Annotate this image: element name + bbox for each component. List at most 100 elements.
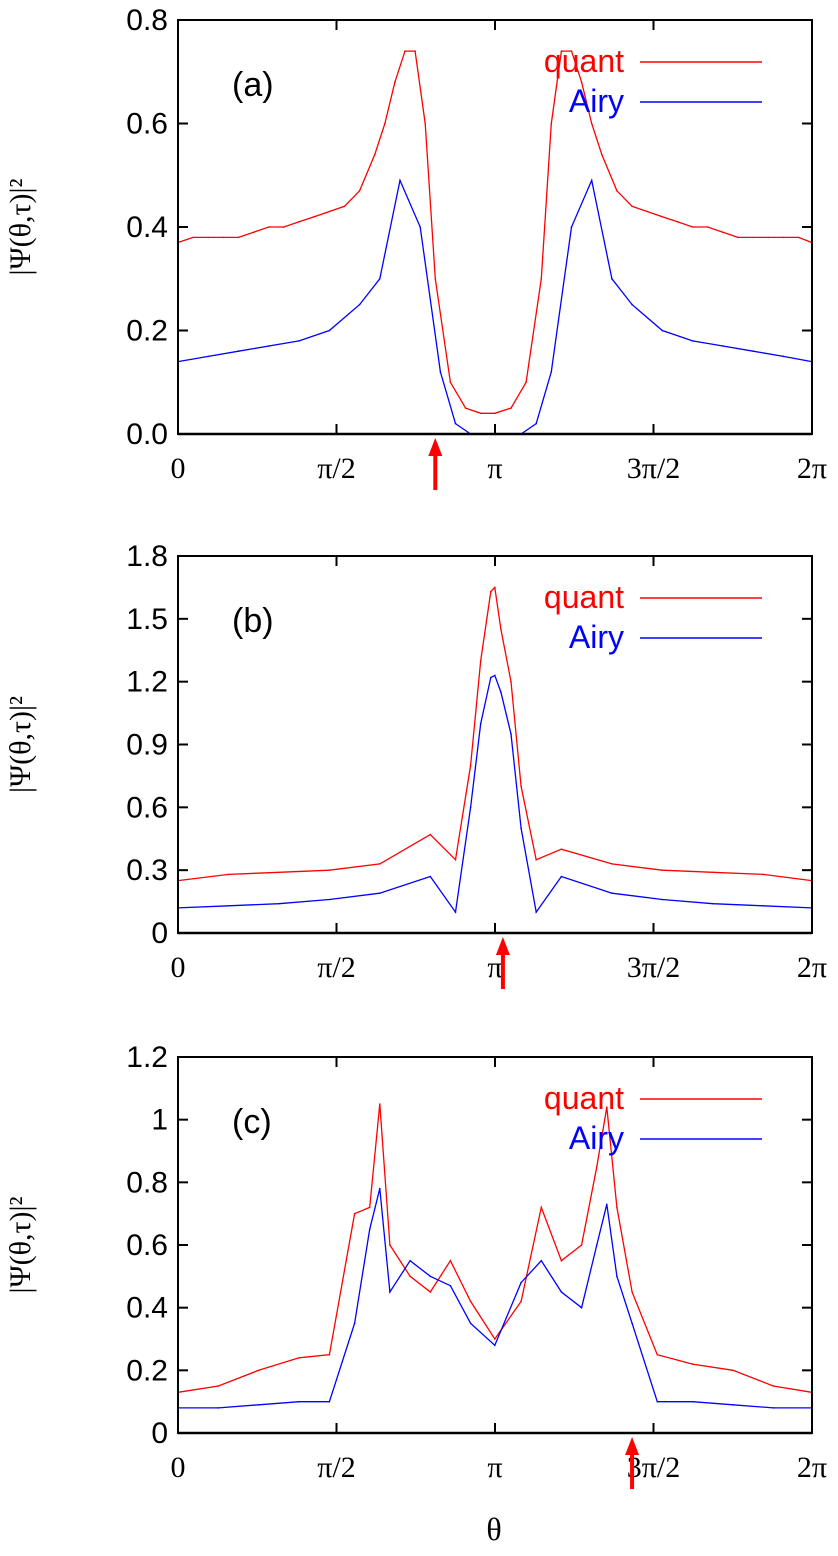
y-tick-label: 0 [151, 917, 168, 950]
data-point [706, 226, 709, 228]
data-point [494, 586, 496, 589]
panel-label: (c) [232, 1103, 272, 1141]
arrow-head [625, 1437, 640, 1455]
x-axis-label: θ [486, 1511, 501, 1547]
data-point [500, 628, 502, 631]
y-tick-label: 0.8 [126, 4, 168, 37]
y-tick-label: 1.8 [126, 540, 168, 573]
data-point [343, 205, 346, 208]
y-tick-label: 0.6 [126, 791, 168, 824]
legend-label-airy: Airy [569, 619, 624, 655]
y-tick-label: 1.2 [126, 666, 168, 699]
data-point [737, 236, 739, 239]
data-point [560, 848, 563, 850]
data-point [192, 236, 194, 239]
data-point [560, 1259, 563, 1262]
data-point [631, 303, 633, 306]
y-tick-label: 0.6 [126, 108, 168, 141]
data-point [772, 1407, 775, 1409]
data-point [596, 1165, 598, 1168]
data-point [328, 329, 331, 332]
data-point [580, 81, 583, 83]
data-point [797, 236, 800, 239]
legend-label-airy: Airy [569, 1120, 624, 1156]
chart-panel-c: 0 π/2 π 3π/2 2π 0 0.2 0.4 0.6 0.8 1 1.2 |Ψ(θ,τ)|² (c)… [4, 1041, 827, 1489]
data-point [494, 412, 496, 415]
data-point [722, 345, 724, 347]
data-point [283, 226, 285, 228]
data-point [429, 875, 432, 878]
data-point [399, 179, 401, 182]
data-point [490, 676, 492, 679]
panel-label: (a) [232, 66, 274, 104]
data-point [490, 590, 492, 593]
chart-panel-a: 0 π/2 π 3π/2 2π 0.0 0.2 0.4 0.6 0.8 |Ψ(θ,τ)|² (a) qu… [4, 4, 827, 490]
y-tick-label: 1.2 [126, 1041, 168, 1074]
data-point [217, 1407, 220, 1409]
data-point [631, 1322, 633, 1325]
plot-frame [177, 1056, 813, 1434]
x-tick-label: 3π/2 [627, 951, 680, 984]
data-point [762, 905, 764, 907]
data-point [535, 858, 537, 861]
data-point [520, 827, 522, 830]
data-point [379, 1103, 381, 1105]
panel-label: (b) [232, 602, 274, 640]
data-point [535, 911, 537, 913]
data-point [661, 215, 664, 218]
x-tick-label: π/2 [317, 1451, 355, 1484]
y-tick-label: 0.9 [126, 729, 168, 762]
data-point [404, 50, 406, 52]
data-point [560, 1291, 563, 1293]
y-tick-label: 0 [151, 1417, 168, 1450]
data-point [394, 81, 396, 83]
data-point [278, 871, 280, 874]
data-point [268, 226, 270, 228]
data-point [782, 355, 785, 358]
data-point [712, 871, 714, 874]
data-point [510, 680, 512, 683]
data-point [237, 350, 240, 353]
data-point [479, 722, 482, 725]
data-point [454, 911, 457, 913]
data-point [782, 236, 785, 239]
series-line-airy [177, 674, 812, 914]
data-point [419, 226, 422, 228]
legend-label-quant: quant [544, 579, 624, 615]
y-tick-label: 0.8 [126, 1166, 168, 1199]
data-point [469, 1300, 472, 1303]
data-point [429, 1275, 432, 1278]
data-point [207, 355, 210, 358]
data-point [570, 226, 573, 228]
data-point [252, 231, 255, 233]
data-point [368, 1206, 371, 1209]
data-point [661, 869, 664, 871]
data-point [712, 902, 714, 905]
x-tick-label: 0 [171, 951, 186, 984]
data-point [298, 1400, 300, 1403]
data-point [500, 691, 502, 693]
data-point [313, 215, 316, 218]
data-point [217, 1385, 220, 1387]
y-tick-label: 0.3 [126, 854, 168, 887]
y-tick-label: 0.6 [126, 1229, 168, 1262]
y-axis-label: |Ψ(θ,τ)|² [4, 1196, 37, 1293]
data-point [752, 236, 754, 239]
data-point [616, 190, 618, 192]
data-point [237, 236, 240, 239]
data-point [510, 407, 512, 409]
data-point [358, 303, 361, 306]
data-point [611, 278, 613, 280]
data-point [656, 1400, 659, 1403]
data-point [752, 350, 754, 353]
data-point [520, 785, 522, 788]
data-point [661, 329, 664, 332]
data-point [479, 412, 482, 415]
data-point [540, 1259, 543, 1262]
data-point [379, 1187, 381, 1190]
data-point [691, 226, 694, 228]
data-point [646, 210, 648, 213]
data-point [656, 1353, 659, 1356]
data-point [358, 190, 361, 192]
data-point [449, 1284, 452, 1287]
